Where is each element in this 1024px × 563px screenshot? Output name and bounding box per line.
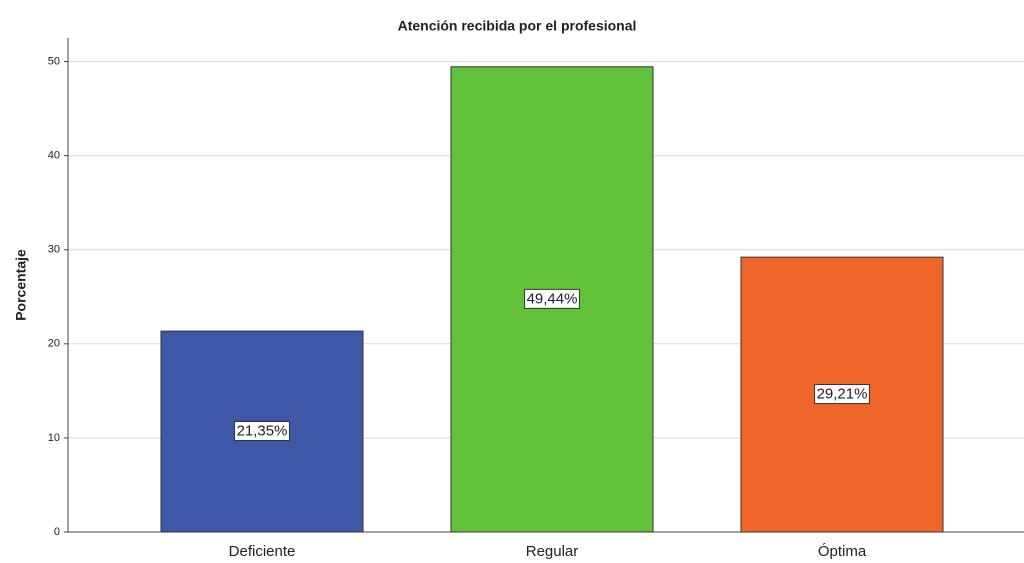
value-label-box xyxy=(524,288,580,309)
y-tick-label: 40 xyxy=(48,150,60,162)
value-label-box xyxy=(234,421,290,442)
chart-title: Atención recibida por el profesional xyxy=(398,18,637,34)
value-label-box xyxy=(814,384,870,405)
y-tick-label: 30 xyxy=(48,244,60,256)
x-tick-label: Deficiente xyxy=(229,543,296,560)
value-label: 29,21% xyxy=(817,386,868,403)
y-tick-label: 50 xyxy=(48,55,60,67)
value-label: 21,35% xyxy=(237,423,288,440)
y-tick-label: 20 xyxy=(48,338,60,350)
x-tick-label: Regular xyxy=(526,543,579,560)
value-label: 49,44% xyxy=(527,290,578,307)
y-axis-label: Porcentaje xyxy=(13,249,29,321)
y-tick-label: 0 xyxy=(54,526,60,538)
y-tick-label: 10 xyxy=(48,432,60,444)
x-tick-label: Óptima xyxy=(818,543,867,560)
